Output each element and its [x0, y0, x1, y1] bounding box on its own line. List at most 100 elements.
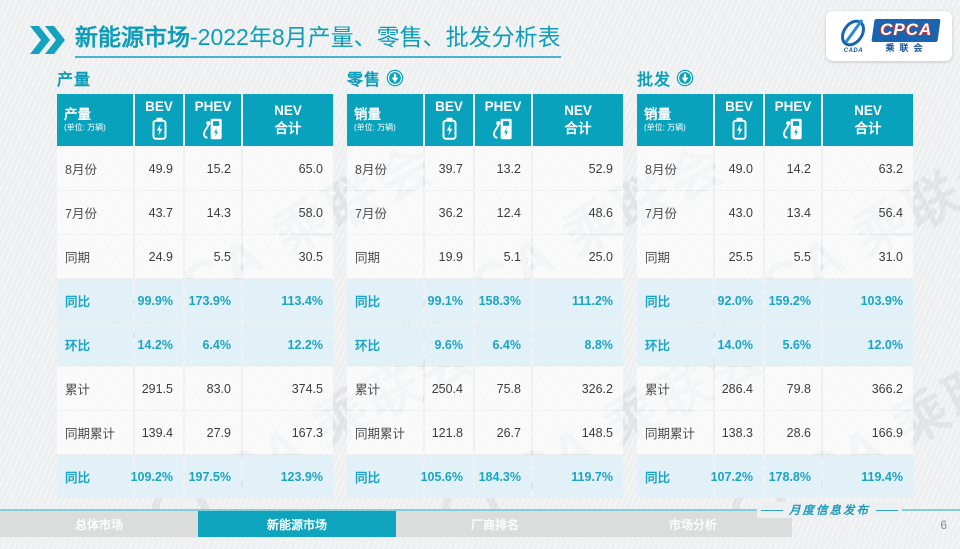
row-label: 同期累计 [57, 411, 133, 454]
row-label: 累计 [637, 367, 713, 410]
table-cell: 92.0% [715, 279, 763, 322]
section-title: 产量 [57, 72, 92, 89]
column-header: NEV 合计 [533, 94, 623, 146]
double-chevron-icon [30, 26, 65, 54]
table-cell: 326.2 [533, 367, 623, 410]
table-cell: 19.9 [425, 235, 473, 278]
table-cell: 250.4 [425, 367, 473, 410]
table-cell: 12.4 [475, 191, 531, 234]
table-cell: 43.7 [135, 191, 183, 234]
table-cell: 6.4% [185, 323, 241, 366]
nav-tab-总体市场[interactable]: 总体市场 [0, 511, 198, 537]
column-header: BEV [425, 94, 473, 146]
table-cell: 119.4% [823, 455, 913, 498]
dash-left [761, 509, 783, 511]
row-label: 同比 [347, 279, 423, 322]
table-cell: 30.5 [243, 235, 333, 278]
table-cell: 14.2% [135, 323, 183, 366]
table-cell: 121.8 [425, 411, 473, 454]
corner-header: 销量 (单位: 万辆) [637, 94, 713, 146]
corner-header: 销量 (单位: 万辆) [347, 94, 423, 146]
table-cell: 26.7 [475, 411, 531, 454]
row-label: 累计 [57, 367, 133, 410]
table-cell: 173.9% [185, 279, 241, 322]
table-cell: 63.2 [823, 147, 913, 190]
row-label: 同比 [57, 279, 133, 322]
table-cell: 25.0 [533, 235, 623, 278]
table-cell: 159.2% [765, 279, 821, 322]
row-label: 同期 [637, 235, 713, 278]
table-cell: 49.9 [135, 147, 183, 190]
table-cell: 99.9% [135, 279, 183, 322]
table-cell: 8.8% [533, 323, 623, 366]
section-title: 批发 [637, 72, 672, 89]
table-cell: 103.9% [823, 279, 913, 322]
table-cell: 31.0 [823, 235, 913, 278]
table-cell: 113.4% [243, 279, 333, 322]
row-label: 环比 [57, 323, 133, 366]
nav-tab-新能源市场[interactable]: 新能源市场 [198, 511, 396, 537]
table-cell: 178.8% [765, 455, 821, 498]
table-cell: 6.4% [475, 323, 531, 366]
page-title-main: 新能源市场 [75, 24, 190, 50]
row-label: 8月份 [57, 147, 133, 190]
table-cell: 105.6% [421, 455, 473, 498]
row-label: 7月份 [57, 191, 133, 234]
table-cell: 14.2 [765, 147, 821, 190]
data-table: 产量 (单位: 万辆) BEV PHEV NEV 合计 8月份 49.9 15.2 65.0 7月份… [57, 94, 333, 498]
row-label: 同期 [347, 235, 423, 278]
table-cell: 39.7 [425, 147, 473, 190]
table-cell: 75.8 [475, 367, 531, 410]
cpca-emblem: CADA [838, 18, 868, 54]
table-cell: 12.2% [243, 323, 333, 366]
table-section: 批发 销量 (单位: 万辆) BEV PHEV NEV 合计 8月份 49.0 14.2 63.2 7… [637, 66, 913, 498]
table-cell: 58.0 [243, 191, 333, 234]
table-cell: 5.5 [765, 235, 821, 278]
row-label: 同比 [637, 455, 713, 498]
table-cell: 291.5 [135, 367, 183, 410]
table-cell: 366.2 [823, 367, 913, 410]
column-header: PHEV [185, 94, 241, 146]
table-cell: 43.0 [715, 191, 763, 234]
cpca-emblem-icon [841, 19, 866, 47]
column-header: NEV 合计 [823, 94, 913, 146]
row-label: 8月份 [637, 147, 713, 190]
cpca-chinese-name: 乘联会 [885, 43, 928, 53]
cpca-text: CPCA [880, 20, 933, 39]
column-header: PHEV [765, 94, 821, 146]
nav-tab-厂商排名[interactable]: 厂商排名 [396, 511, 594, 537]
cpca-wordmark: CPCA [871, 19, 942, 42]
table-cell: 79.8 [765, 367, 821, 410]
row-label: 同期 [57, 235, 133, 278]
table-cell: 374.5 [243, 367, 333, 410]
table-cell: 139.4 [135, 411, 183, 454]
row-label: 环比 [637, 323, 713, 366]
dash-right [876, 509, 898, 511]
charger-icon [203, 118, 222, 139]
row-label: 同比 [57, 455, 133, 498]
charger-icon [493, 118, 512, 139]
footer-divider [0, 509, 960, 511]
table-cell: 166.9 [823, 411, 913, 454]
table-section: 零售 销量 (单位: 万辆) BEV PHEV NEV 合计 8月份 39.7 13.2 52.9 7… [347, 66, 623, 498]
table-cell: 184.3% [475, 455, 531, 498]
page-title-rest: -2022年8月产量、零售、批发分析表 [190, 24, 561, 50]
publication-text: 月度信息发布 [789, 503, 870, 517]
page-number: 6 [940, 518, 947, 532]
table-cell: 5.5 [185, 235, 241, 278]
table-cell: 107.2% [711, 455, 763, 498]
row-label: 7月份 [637, 191, 713, 234]
row-label: 同比 [347, 455, 423, 498]
table-cell: 24.9 [135, 235, 183, 278]
publication-label: 月度信息发布 [757, 502, 902, 518]
row-label: 同期累计 [637, 411, 713, 454]
row-label: 同期累计 [347, 411, 423, 454]
page-title: 新能源市场-2022年8月产量、零售、批发分析表 [75, 18, 561, 58]
row-label: 同比 [637, 279, 713, 322]
table-cell: 111.2% [533, 279, 623, 322]
cpca-logo: CADA CPCA 乘联会 [826, 11, 952, 61]
column-header: NEV 合计 [243, 94, 333, 146]
table-cell: 138.3 [715, 411, 763, 454]
battery-icon [732, 117, 746, 140]
table-cell: 5.6% [765, 323, 821, 366]
